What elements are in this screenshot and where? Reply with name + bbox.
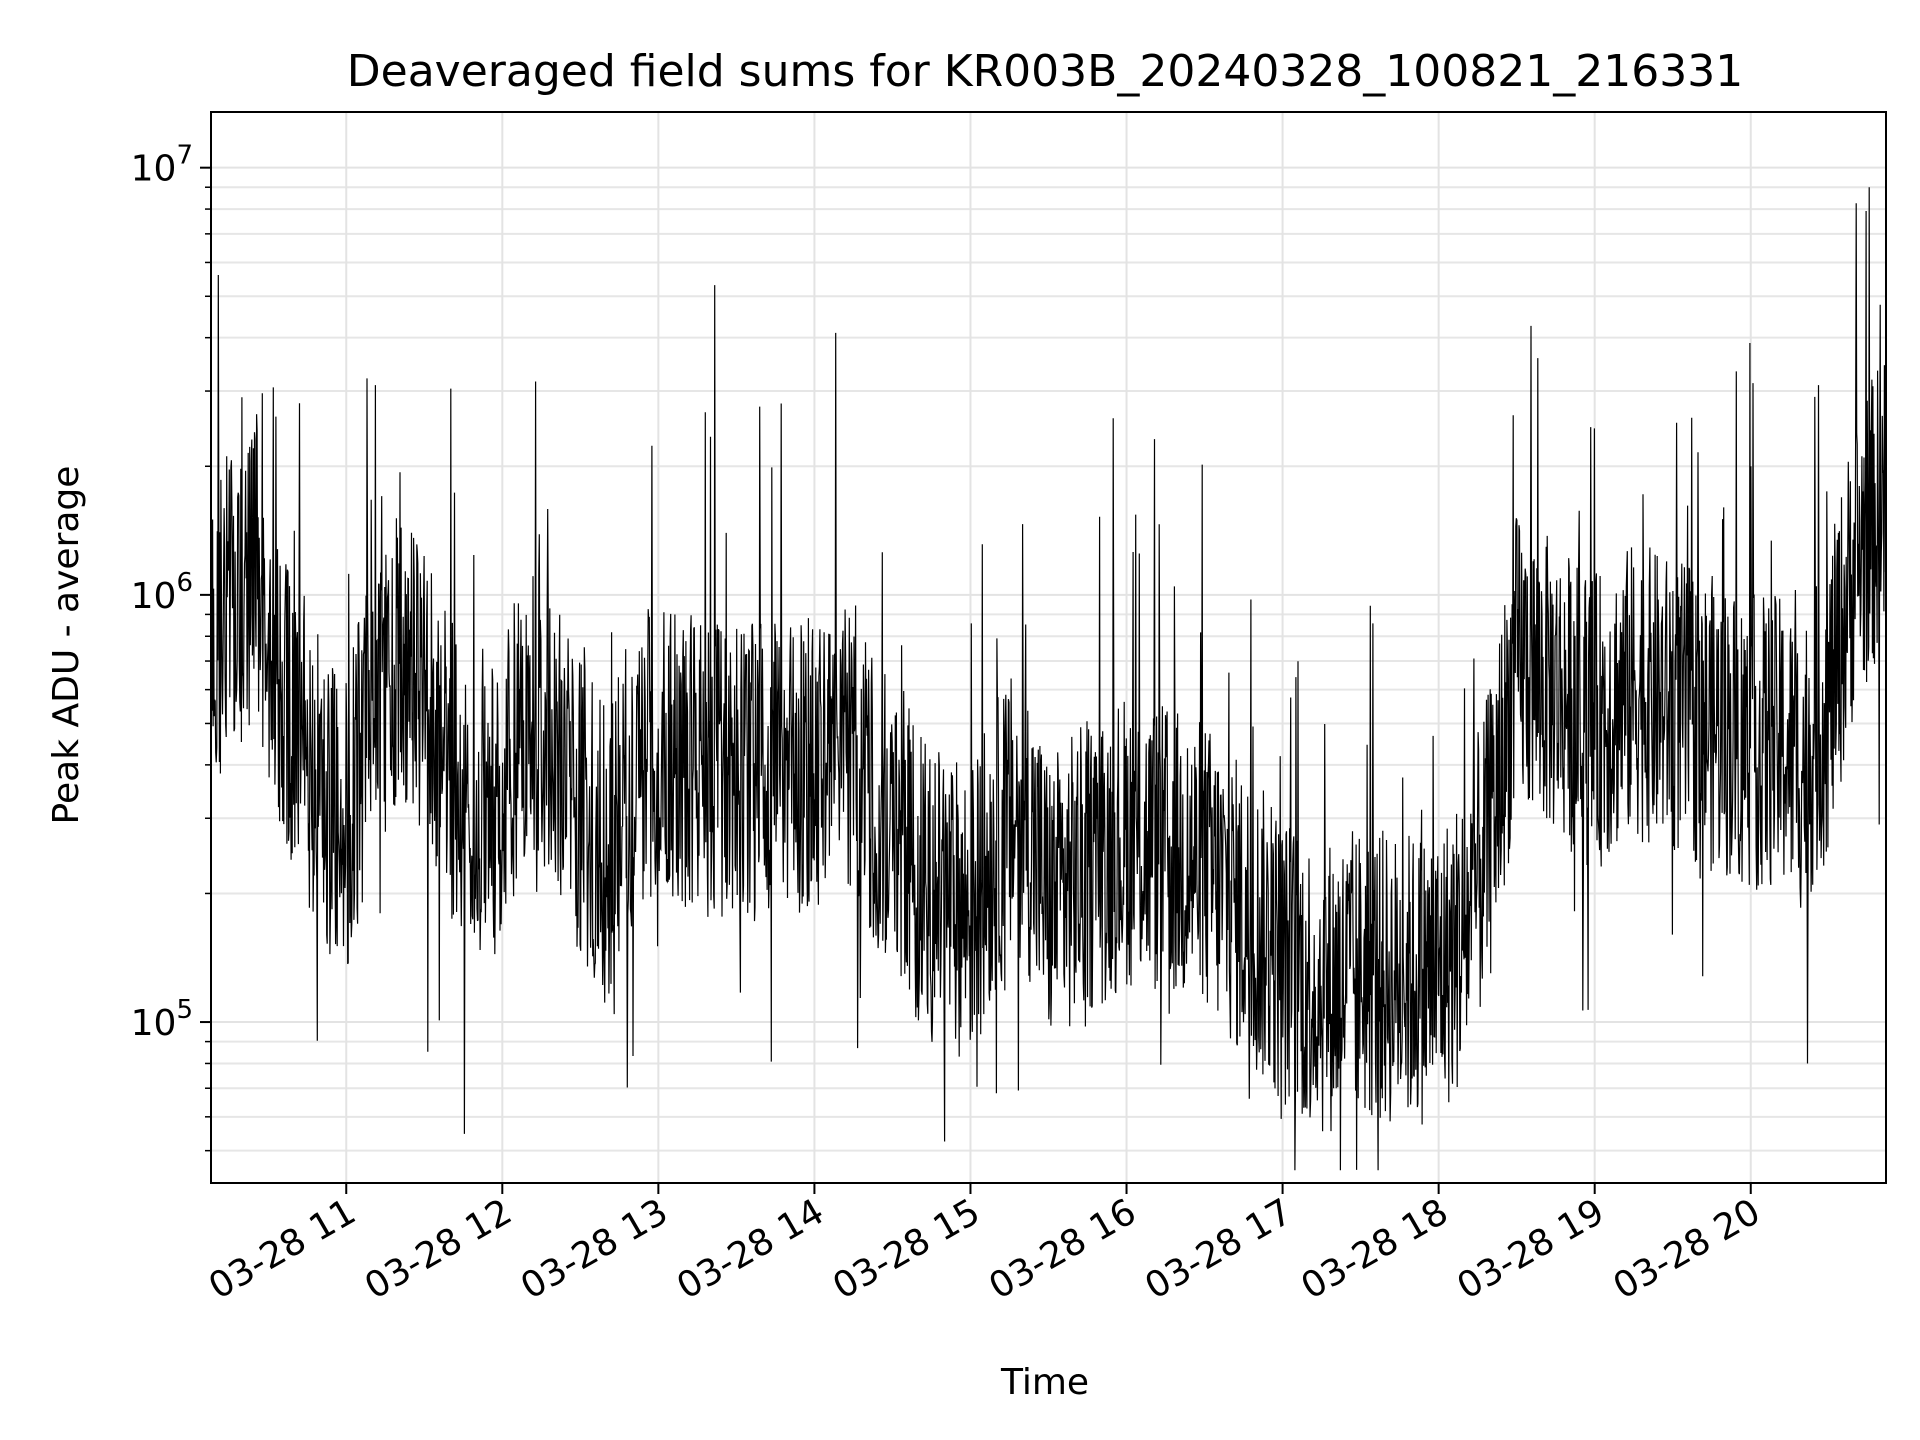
y-tick-exponent: 6	[176, 568, 193, 598]
y-tick-base: 10	[131, 576, 177, 617]
y-tick-label: 107	[131, 141, 193, 190]
y-tick-exponent: 7	[176, 141, 193, 171]
y-tick-base: 10	[131, 1003, 177, 1044]
chart-title: Deaveraged field sums for KR003B_2024032…	[347, 46, 1743, 97]
series-line	[210, 187, 1887, 1171]
axes-frame	[210, 111, 1887, 1184]
x-axis-label: Time	[1000, 1362, 1089, 1403]
y-tick-label: 105	[131, 995, 193, 1044]
y-axis-label: Peak ADU - average	[46, 466, 87, 825]
y-tick-exponent: 5	[176, 995, 193, 1025]
y-tick-label: 106	[131, 568, 193, 617]
y-tick-base: 10	[131, 149, 177, 190]
